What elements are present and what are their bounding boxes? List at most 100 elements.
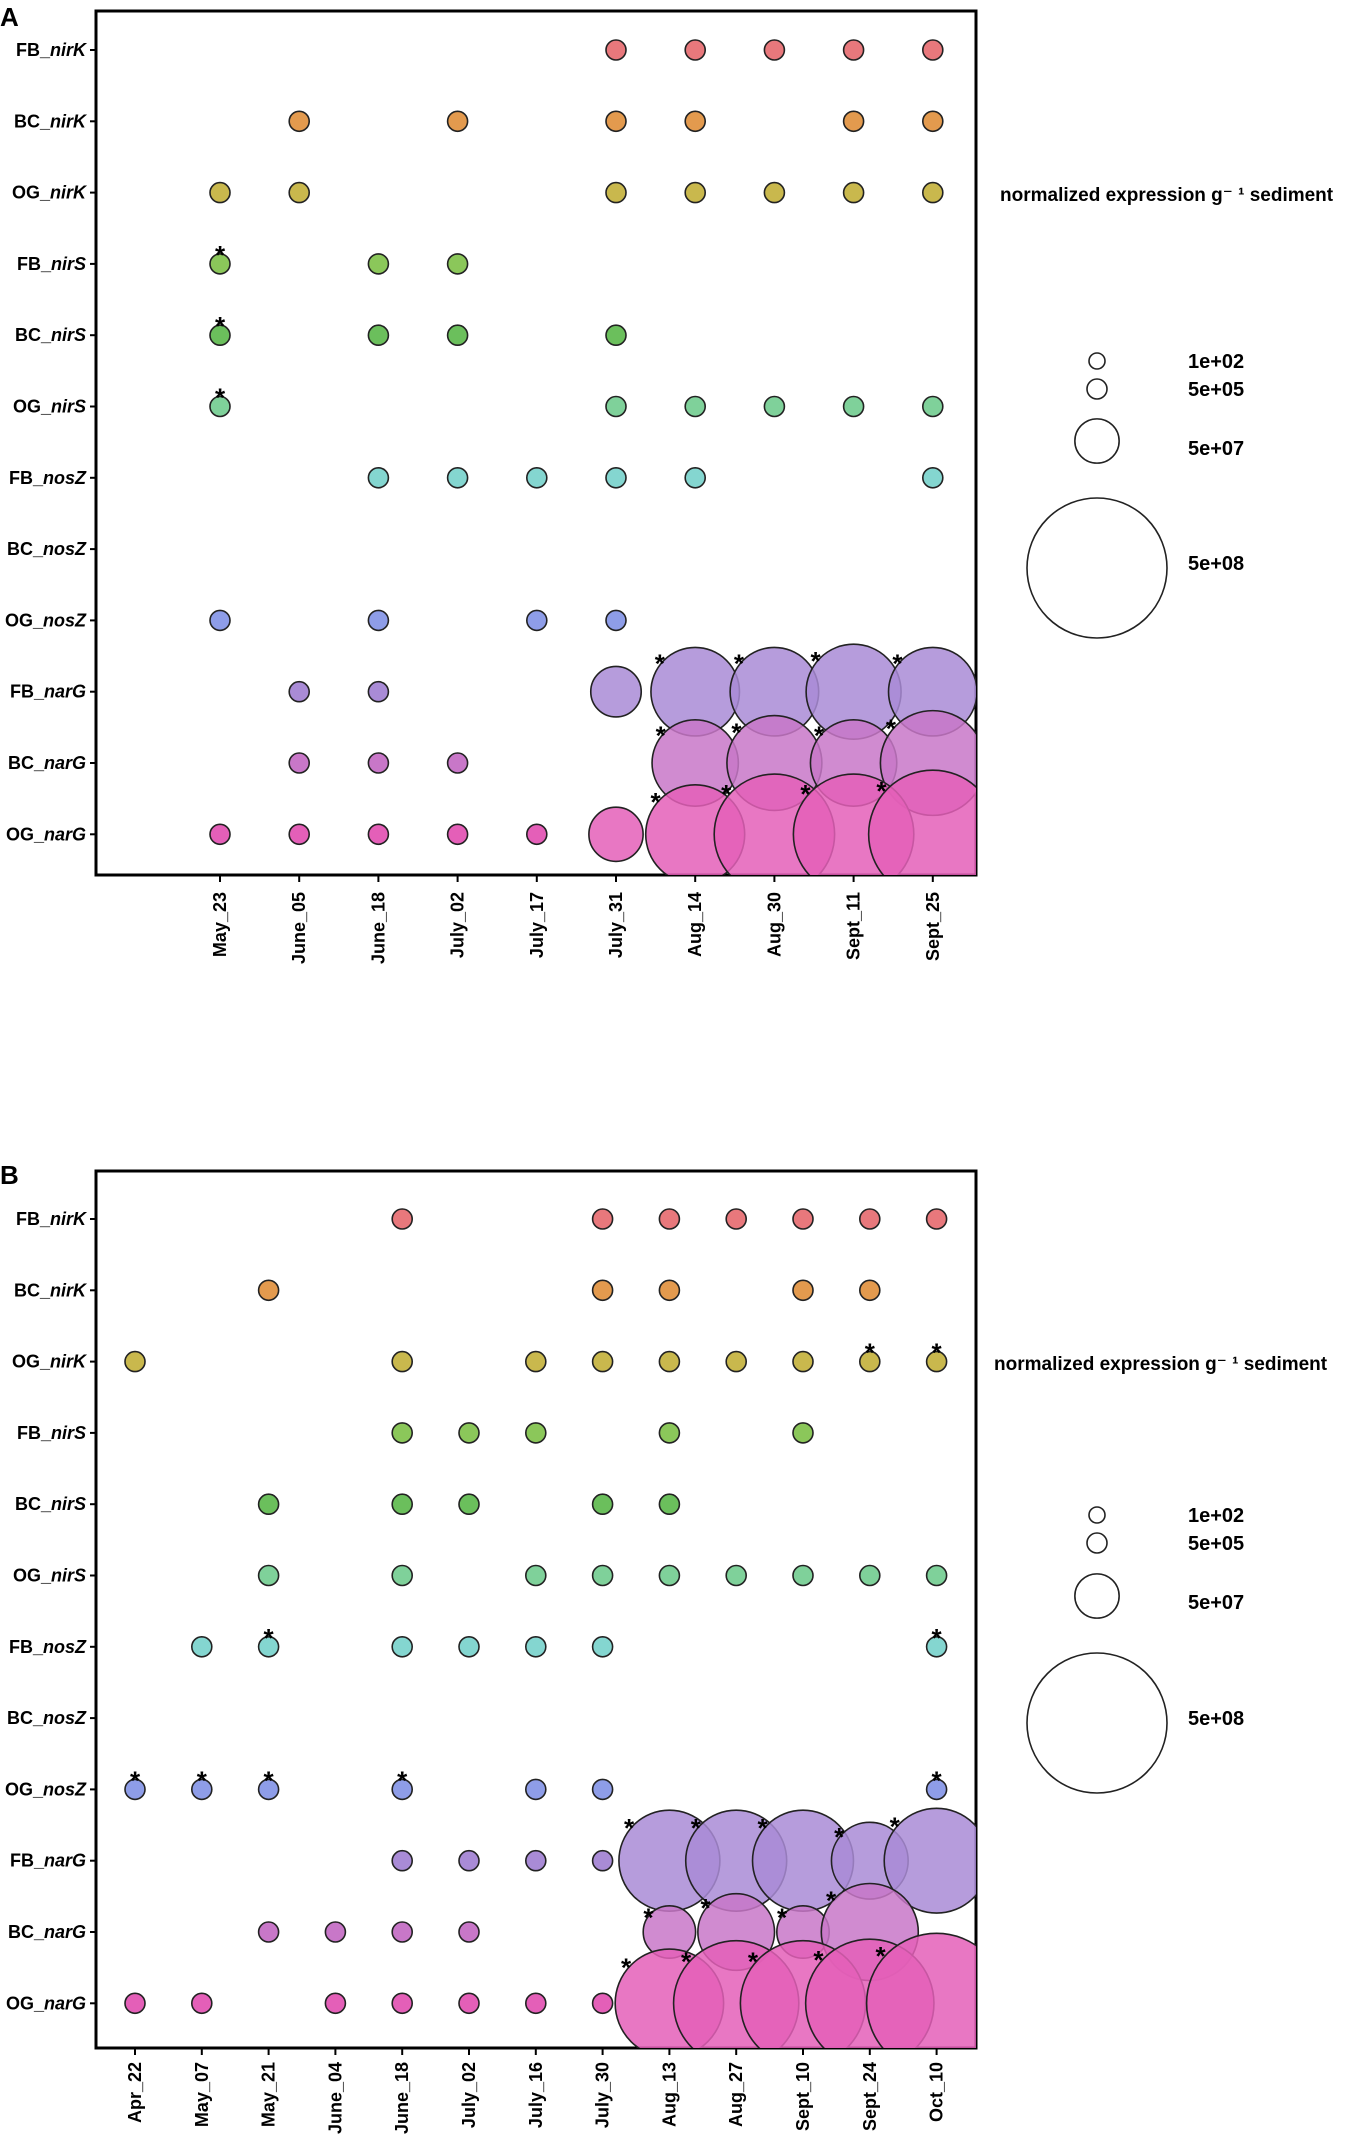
row-label: OG_nirS [13,1566,86,1586]
bubble [458,1992,480,2015]
col-label: Sept_25 [923,892,943,961]
col-label: July_02 [459,2062,479,2128]
row-label: OG_nirS [13,397,86,417]
col-label: June_18 [392,2062,412,2134]
bubble [591,1564,614,1587]
bubble [391,1992,414,2015]
bubble [842,395,865,418]
bubble [763,39,786,61]
significance-star: * [932,1623,943,1653]
row-label: BC_nirK [14,111,88,131]
bubble [792,1350,814,1373]
bubble [591,1636,614,1658]
bubble [367,823,390,846]
row-label: FB_nirS [17,1423,86,1443]
bubble [524,1992,547,2015]
col-label: May_21 [259,2062,279,2127]
bubble-layer [209,39,976,875]
bubble [921,110,944,133]
legend-label: 5e+08 [1188,1708,1244,1730]
bubble [921,395,944,418]
significance-star: * [264,1623,275,1653]
bubble [524,1422,547,1444]
col-label: May_07 [192,2062,212,2127]
significance-star: * [813,1945,824,1975]
significance-star: * [834,1822,845,1852]
bubble [763,181,786,204]
bubble [391,1208,414,1230]
col-label: June_05 [289,892,309,964]
significance-star: * [691,1813,702,1843]
col-label: June_04 [325,2062,345,2134]
size-legend: normalized expression g⁻ ¹ sediment 1e+02… [1000,185,1334,639]
significance-star: * [758,1813,769,1843]
bubble [446,110,469,133]
bubble [458,1921,480,1943]
row-label: OG_nosZ [5,610,87,630]
row-label: OG_nirK [12,1352,88,1372]
bubble [858,1350,881,1373]
significance-star: * [215,240,226,270]
significance-star: * [264,1765,275,1795]
bubble [191,1992,213,2015]
bubble [792,1279,814,1302]
significance-star: * [811,646,822,676]
row-label: BC_nirS [15,1494,86,1514]
legend-label: 5e+05 [1188,1533,1244,1555]
legend-circle [1088,352,1106,370]
significance-layer: **** * * ** * * ** * * * [215,240,903,817]
significance-star: * [731,717,742,747]
significance-star: * [892,648,903,678]
col-label: July_16 [526,2062,546,2128]
bubble [257,1564,280,1587]
bubble [591,1208,614,1230]
col-label: Sept_11 [844,892,864,960]
col-label: Apr_22 [125,2062,145,2123]
significance-layer: * ** ** * * * ** * * * ** * *** * * * * [130,1338,943,1983]
bubble [391,1778,414,1801]
bubble [191,1778,213,1801]
col-label: July_31 [606,892,626,958]
significance-star: * [734,648,745,678]
row-label: OG_narG [6,824,86,844]
legend-circle [1074,1573,1120,1619]
legend-title: normalized expression g⁻ ¹ sediment [1000,185,1334,206]
bubble [921,466,944,489]
legend-label: 5e+05 [1188,379,1244,401]
bubble [925,1636,948,1658]
row-label: FB_narG [10,682,86,702]
bubble [605,181,627,204]
row-label: FB_nosZ [9,468,87,488]
legend-label: 1e+02 [1188,351,1244,373]
bubble [257,1921,280,1943]
row-label: OG_nirK [12,183,88,203]
col-label: June_18 [368,892,388,964]
bubble [925,1350,948,1373]
bubble [257,1636,280,1658]
bubble [524,1636,547,1658]
bubble [684,110,707,133]
row-label: BC_narG [8,1922,86,1942]
significance-star: * [655,648,666,678]
significance-star: * [865,1338,876,1368]
bubble [209,253,231,275]
bubble [591,1992,614,2015]
bubble [124,1778,146,1801]
bubble [191,1636,213,1658]
bubble [591,1849,614,1872]
bubble [658,1208,681,1230]
bubble [257,1493,280,1515]
significance-star: * [876,776,887,806]
bubble [524,1849,547,1872]
col-label: July_17 [527,892,547,958]
bubble [458,1422,480,1444]
bubble [684,181,707,204]
significance-star: * [397,1765,408,1795]
bubble [367,466,390,489]
bubble [792,1564,814,1587]
significance-star: * [215,383,226,413]
bubble [658,1350,681,1373]
legend-label: 5e+07 [1188,1592,1244,1614]
bubble [367,324,390,347]
bubble [367,680,390,703]
